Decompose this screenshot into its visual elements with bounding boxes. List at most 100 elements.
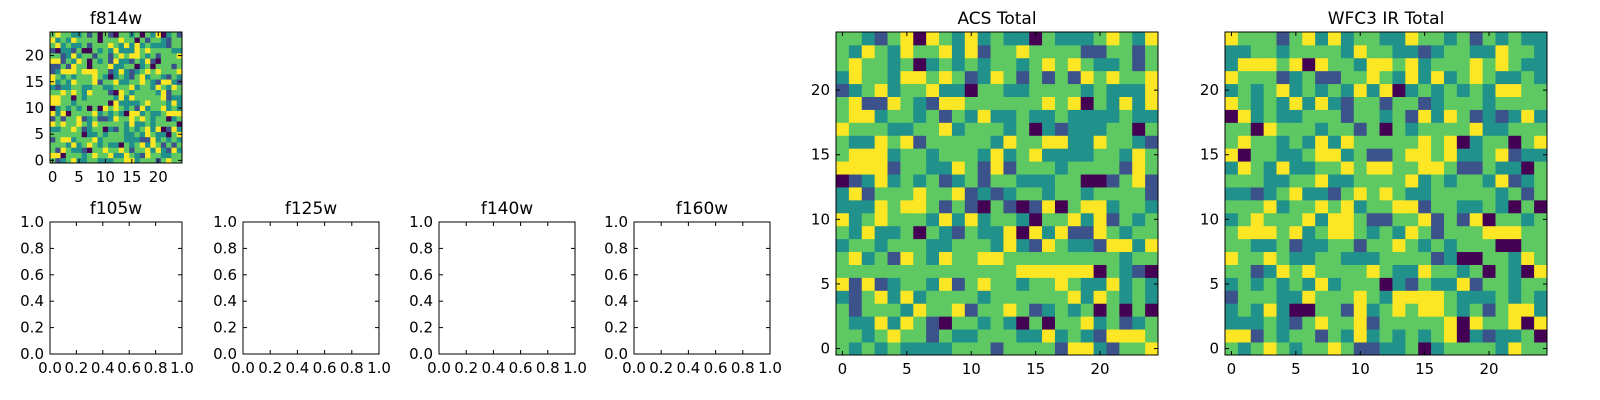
heatmap-cell [1379,44,1393,59]
heatmap-cell [1456,174,1471,188]
heatmap-cell [1225,277,1239,291]
heatmap-cell [1379,135,1393,149]
heatmap-cell [1145,225,1159,240]
heatmap-cell [1145,316,1159,330]
heatmap-cell [874,329,888,343]
heatmap-cell [990,251,1004,265]
heatmap-cell [1263,251,1277,265]
heatmap-cell [97,105,104,111]
heatmap-cell [50,121,56,127]
heatmap-cell [139,52,146,59]
heatmap-cell [134,121,141,127]
heatmap-cell [1405,32,1419,46]
heatmap-cell [1250,135,1265,149]
heatmap-cell [887,225,901,240]
heatmap-cell [1405,174,1419,188]
heatmap-cell [171,79,178,85]
heatmap-cell [92,52,98,59]
heatmap-cell [1003,148,1017,162]
heatmap-cell [848,109,863,123]
heatmap-cell [160,136,167,143]
heatmap-cell [1106,187,1120,201]
heatmap-cell [1521,264,1535,278]
heatmap-cell [166,73,172,80]
heatmap-cell [1534,148,1548,162]
heatmap-cell [55,84,61,91]
heatmap-cell [1263,161,1277,175]
heatmap-cell [836,148,850,162]
heatmap-cell [1263,135,1277,149]
heatmap-cell [81,152,88,159]
heatmap-cell [1443,342,1458,356]
heatmap-cell [1263,109,1277,123]
x-tick-label: 0 [1227,360,1237,378]
heatmap-cell [951,187,966,201]
heatmap-cell [1340,148,1355,162]
heatmap-cell [118,47,125,54]
heatmap-cell [1392,277,1406,291]
heatmap-cell [1379,161,1393,175]
heatmap-cell [1366,277,1380,291]
heatmap-cell [1366,199,1380,214]
heatmap-cell [155,73,162,80]
heatmap-cell [166,126,172,132]
heatmap-cell [1132,212,1146,227]
heatmap-cell [1042,316,1056,330]
y-tick-label: 15 [1200,146,1219,164]
heatmap-cell [1145,264,1159,278]
heatmap-cell [848,225,863,240]
heatmap-cell [1276,109,1290,123]
heatmap-cell [65,47,72,54]
heatmap-cell [1405,264,1419,278]
heatmap-cell [964,251,979,265]
heatmap-cell [65,94,72,101]
heatmap-cell [118,52,125,59]
heatmap-cell [1469,122,1483,136]
heatmap-cell [1132,135,1146,149]
heatmap-cell [118,37,125,43]
heatmap-cell [1276,238,1290,253]
heatmap-cell [1016,342,1030,356]
heatmap-cell [155,142,162,148]
heatmap-cell [1132,187,1146,201]
heatmap-cell [1016,44,1030,59]
y-tick-label: 20 [25,47,44,65]
heatmap-cell [1366,32,1380,46]
heatmap-cell [1067,342,1082,356]
heatmap-cell [1315,32,1329,46]
heatmap-cell [900,290,914,304]
heatmap-cell [65,58,72,64]
heatmap-cell [1016,96,1030,110]
heatmap-cell [1250,109,1265,123]
heatmap-cell [1250,96,1265,110]
heatmap-cell [1456,199,1471,214]
heatmap-cell [1054,238,1069,253]
axes-frame [49,221,183,355]
heatmap-cell [913,161,927,175]
heatmap-cell [113,47,120,54]
heatmap-cell [964,238,979,253]
heatmap-cell [1405,238,1419,253]
heatmap-cell [1495,109,1509,123]
heatmap-cell [1225,83,1239,97]
heatmap-cell [92,73,98,80]
heatmap-cell [848,316,863,330]
heatmap-cell [1469,32,1483,46]
heatmap-cell [926,122,940,136]
heatmap-cell [108,52,114,59]
heatmap-cell [129,136,135,143]
heatmap-cell [1067,32,1082,46]
heatmap-cell [155,131,162,138]
heatmap-cell [990,329,1004,343]
heatmap-cell [1456,251,1471,265]
heatmap-cell [1482,342,1496,356]
heatmap-cell [1353,57,1368,72]
heatmap-cell [1237,109,1252,123]
heatmap-cell [1042,290,1056,304]
heatmap-cell [113,94,120,101]
heatmap-cell [176,94,183,101]
heatmap-cell [1042,329,1056,343]
heatmap-cell [134,142,141,148]
heatmap-cell [1106,303,1120,317]
